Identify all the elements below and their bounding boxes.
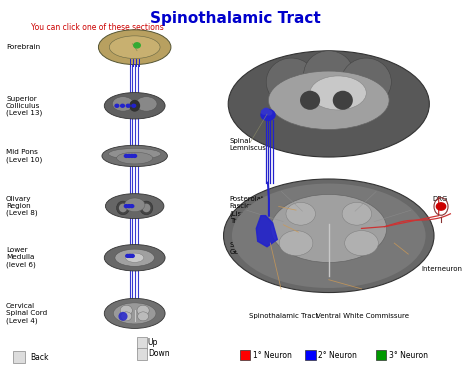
Text: Substantia
Gelatinosa: Substantia Gelatinosa: [229, 242, 267, 255]
Circle shape: [266, 111, 272, 115]
Text: 1° Neuron: 1° Neuron: [253, 351, 292, 360]
Text: Spinothalamic Tract: Spinothalamic Tract: [150, 11, 320, 25]
Bar: [305, 350, 316, 360]
Ellipse shape: [126, 253, 144, 262]
Ellipse shape: [136, 97, 157, 111]
Ellipse shape: [137, 312, 148, 321]
Text: Superior
Colliculus
(Level 13): Superior Colliculus (Level 13): [6, 96, 42, 116]
Circle shape: [124, 155, 128, 158]
Circle shape: [261, 110, 275, 120]
Circle shape: [130, 205, 134, 208]
Text: You can click one of these sections: You can click one of these sections: [31, 23, 164, 32]
Ellipse shape: [125, 198, 145, 212]
Bar: [375, 350, 386, 360]
Circle shape: [115, 104, 119, 107]
Ellipse shape: [232, 183, 426, 288]
Text: Spinothalamic Tract: Spinothalamic Tract: [249, 313, 319, 318]
Text: Ventral White Commissure: Ventral White Commissure: [316, 313, 409, 318]
Ellipse shape: [310, 76, 366, 110]
Ellipse shape: [300, 91, 320, 110]
Circle shape: [262, 110, 267, 114]
Ellipse shape: [121, 312, 132, 321]
Ellipse shape: [104, 245, 165, 271]
Circle shape: [263, 108, 269, 113]
Ellipse shape: [109, 36, 160, 58]
Ellipse shape: [99, 30, 171, 65]
Ellipse shape: [118, 312, 128, 321]
Text: Interneuron: Interneuron: [421, 266, 462, 272]
Ellipse shape: [137, 305, 149, 316]
Circle shape: [121, 104, 124, 107]
Ellipse shape: [142, 204, 150, 212]
Ellipse shape: [342, 203, 372, 225]
Ellipse shape: [304, 51, 354, 99]
Ellipse shape: [228, 51, 429, 157]
Ellipse shape: [286, 203, 315, 225]
Ellipse shape: [104, 299, 165, 328]
FancyBboxPatch shape: [137, 337, 147, 349]
Text: 2° Neuron: 2° Neuron: [319, 351, 357, 360]
FancyBboxPatch shape: [13, 352, 25, 363]
Text: Spinal
Lemniscus: Spinal Lemniscus: [229, 138, 266, 151]
Ellipse shape: [117, 201, 129, 215]
Ellipse shape: [102, 145, 167, 166]
Ellipse shape: [115, 249, 155, 266]
Text: Mid Pons
(Level 10): Mid Pons (Level 10): [6, 149, 42, 163]
Text: DRG: DRG: [433, 196, 448, 202]
Ellipse shape: [345, 231, 378, 256]
Circle shape: [437, 203, 446, 210]
Text: Olivary
Region
(Level 8): Olivary Region (Level 8): [6, 196, 38, 216]
Circle shape: [133, 155, 137, 158]
Circle shape: [132, 104, 136, 107]
Circle shape: [126, 255, 129, 258]
Ellipse shape: [117, 152, 153, 164]
Ellipse shape: [266, 58, 317, 106]
Circle shape: [127, 205, 131, 208]
Ellipse shape: [140, 201, 153, 215]
Circle shape: [130, 155, 134, 158]
Text: Lower
Medulla
(level 6): Lower Medulla (level 6): [6, 248, 36, 268]
Circle shape: [127, 155, 131, 158]
Ellipse shape: [112, 97, 134, 111]
Circle shape: [128, 255, 132, 258]
Text: Back: Back: [30, 353, 49, 362]
Ellipse shape: [279, 231, 313, 256]
Ellipse shape: [104, 93, 165, 119]
Ellipse shape: [129, 100, 140, 112]
Ellipse shape: [268, 71, 389, 130]
Text: Cervical
Spinal Cord
(Level 4): Cervical Spinal Cord (Level 4): [6, 303, 47, 324]
Text: Up: Up: [148, 338, 158, 347]
Text: Forebrain: Forebrain: [6, 44, 40, 50]
Ellipse shape: [113, 303, 156, 324]
Circle shape: [126, 104, 130, 107]
Ellipse shape: [224, 179, 434, 293]
Bar: [240, 350, 250, 360]
Ellipse shape: [341, 58, 392, 106]
Text: 3° Neuron: 3° Neuron: [389, 351, 428, 360]
Circle shape: [134, 43, 140, 48]
FancyBboxPatch shape: [137, 348, 147, 359]
Ellipse shape: [271, 194, 387, 262]
Ellipse shape: [333, 91, 353, 110]
Polygon shape: [256, 215, 277, 247]
Circle shape: [124, 205, 128, 208]
Text: Down: Down: [148, 349, 169, 358]
Ellipse shape: [120, 305, 132, 316]
Ellipse shape: [105, 194, 164, 218]
Ellipse shape: [119, 204, 127, 212]
Text: Posterolateral
Fasciculus
(Lissauer's
Tract): Posterolateral Fasciculus (Lissauer's Tr…: [229, 196, 278, 224]
Circle shape: [130, 255, 134, 258]
Ellipse shape: [109, 148, 161, 159]
